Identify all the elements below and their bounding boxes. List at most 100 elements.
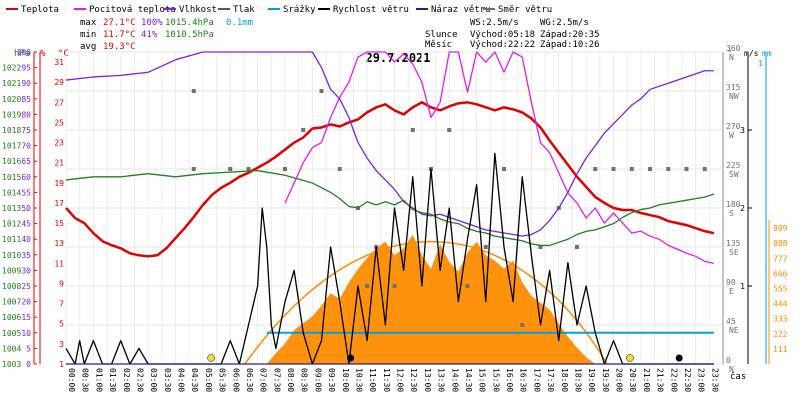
x-tick-label: 22:00 — [669, 368, 678, 392]
moonset-time: Západ:10:26 — [540, 40, 600, 50]
pressure-tick-label: 1009 — [2, 266, 21, 275]
x-tick-label: 18:00 — [560, 368, 569, 392]
legend: Teplota Pocitová teplota Vlhkost Tlak Srážky… — [6, 5, 552, 15]
wind-dir-tick-label: 225 — [726, 161, 741, 170]
x-axis-label: čas — [730, 371, 746, 382]
wind-direction-dot — [283, 167, 287, 171]
series-line-pressure — [65, 169, 715, 247]
temperature-tick-label: 31 — [54, 58, 64, 67]
x-tick-label: 14:00 — [450, 368, 459, 392]
solar-tick-label: 444 — [773, 300, 788, 309]
pressure-tick-label: 1005 — [2, 329, 21, 338]
temperature-tick-label: 29 — [54, 78, 64, 87]
wind-direction-dot — [365, 284, 370, 288]
humidity-tick-label: 35 — [21, 251, 31, 260]
x-tick-label: 11:00 — [368, 368, 377, 392]
wind-direction-dot — [465, 284, 470, 288]
temperature-tick-label: 1 — [59, 360, 64, 369]
rain-tick-label: 1 — [758, 59, 763, 68]
sunrise-time: Východ:05:18 — [470, 30, 535, 40]
x-tick-label: 02:00 — [122, 368, 131, 392]
x-tick-label: 05:30 — [218, 368, 227, 392]
x-tick-label: 10:00 — [341, 368, 350, 392]
pressure-tick-label: 1006 — [2, 313, 21, 322]
stats-avg-temp: 19.3°C — [103, 42, 136, 52]
humidity-tick-label: 95 — [21, 64, 31, 73]
x-tick-label: 04:00 — [177, 368, 186, 392]
wind-direction-dot — [483, 245, 488, 249]
x-tick-label: 10:30 — [354, 368, 363, 392]
wind-direction-dot — [593, 167, 598, 171]
wind-dir-axis-unit: ° — [727, 49, 732, 59]
pressure-axis-unit: hPa — [14, 49, 30, 59]
pressure-tick-label: 1013 — [2, 204, 21, 213]
humidity-tick-label: 100 — [17, 48, 32, 57]
temperature-tick-label: 23 — [54, 139, 64, 148]
pressure-tick-label: 1022 — [2, 64, 21, 73]
solar-tick-label: 555 — [773, 285, 788, 294]
wind-direction-dot — [392, 284, 397, 288]
wind-speed-tick-label: 3 — [740, 126, 745, 135]
x-tick-label: 14:30 — [464, 368, 473, 392]
stats-max-press: 1015.4hPa — [165, 18, 214, 28]
wind-direction-dot — [538, 245, 543, 249]
legend-label: Náraz větru — [431, 5, 491, 15]
humidity-axis-unit: % — [40, 49, 46, 59]
x-tick-label: 23:00 — [697, 368, 706, 392]
x-tick-label: 12:30 — [409, 368, 418, 392]
wind-direction-dot — [228, 167, 233, 171]
x-tick-label: 03:00 — [149, 368, 158, 392]
sun-label: Slunce — [425, 30, 458, 40]
wind-speed-tick-label: 2 — [740, 204, 745, 213]
solar-tick-label: 888 — [773, 239, 788, 248]
wind-dir-tick-label: 315 — [726, 83, 741, 92]
x-tick-label: 18:30 — [573, 368, 582, 392]
humidity-tick-label: 10 — [21, 329, 31, 338]
legend-label: Rychlost větru — [333, 5, 409, 15]
legend-label: Pocitová teplota — [89, 5, 176, 15]
x-tick-label: 00:30 — [81, 368, 90, 392]
x-tick-label: 08:30 — [300, 368, 309, 392]
temperature-tick-label: 17 — [54, 199, 64, 208]
wind-direction-dot — [648, 167, 652, 171]
wind-direction-dot — [684, 167, 689, 171]
wind-direction-dot — [502, 167, 506, 171]
solar-tick-label: 666 — [773, 269, 788, 278]
wind-compass-label: N — [729, 365, 734, 374]
temperature-tick-label: 3 — [59, 340, 64, 349]
series-line-humidity — [65, 51, 714, 237]
temperature-tick-label: 21 — [54, 159, 64, 168]
pressure-tick-label: 1014 — [2, 188, 21, 197]
temperature-tick-label: 15 — [54, 219, 64, 228]
wind-dir-tick-label: 180 — [726, 200, 741, 209]
stats-min-press: 1010.5hPa — [165, 30, 214, 40]
pressure-tick-label: 1016 — [2, 157, 21, 166]
humidity-tick-label: 0 — [26, 360, 31, 369]
series-line-feels_like — [284, 51, 715, 264]
humidity-tick-label: 15 — [21, 313, 31, 322]
axes: 1003100410051006100710081009101010111012… — [2, 44, 788, 392]
x-tick-label: 12:00 — [396, 368, 405, 392]
wind-direction-dot — [629, 167, 634, 171]
x-tick-label: 13:30 — [437, 368, 446, 392]
stats-min-label: min — [80, 30, 96, 40]
pressure-tick-label: 1021 — [2, 79, 21, 88]
wind-dir-tick-label: 270 — [726, 122, 741, 131]
humidity-tick-label: 60 — [21, 173, 31, 182]
solar-tick-label: 999 — [773, 224, 788, 233]
temperature-tick-label: 7 — [59, 300, 64, 309]
moonrise-marker — [675, 354, 683, 362]
x-tick-label: 21:00 — [642, 368, 651, 392]
humidity-tick-label: 25 — [21, 282, 31, 291]
x-tick-label: 02:30 — [135, 368, 144, 392]
stats-min-hum: 41% — [141, 30, 158, 40]
info-block: WS:2.5m/s WG:2.5m/s Slunce Východ:05:18 … — [425, 18, 600, 50]
legend-label: Směr větru — [498, 5, 552, 15]
x-tick-label: 00:00 — [67, 368, 76, 392]
humidity-tick-label: 5 — [26, 344, 31, 353]
solar-tick-label: 111 — [773, 345, 788, 354]
legend-label: Vlhkost — [179, 5, 217, 15]
sunrise-marker — [207, 354, 215, 362]
humidity-tick-label: 20 — [21, 298, 31, 307]
